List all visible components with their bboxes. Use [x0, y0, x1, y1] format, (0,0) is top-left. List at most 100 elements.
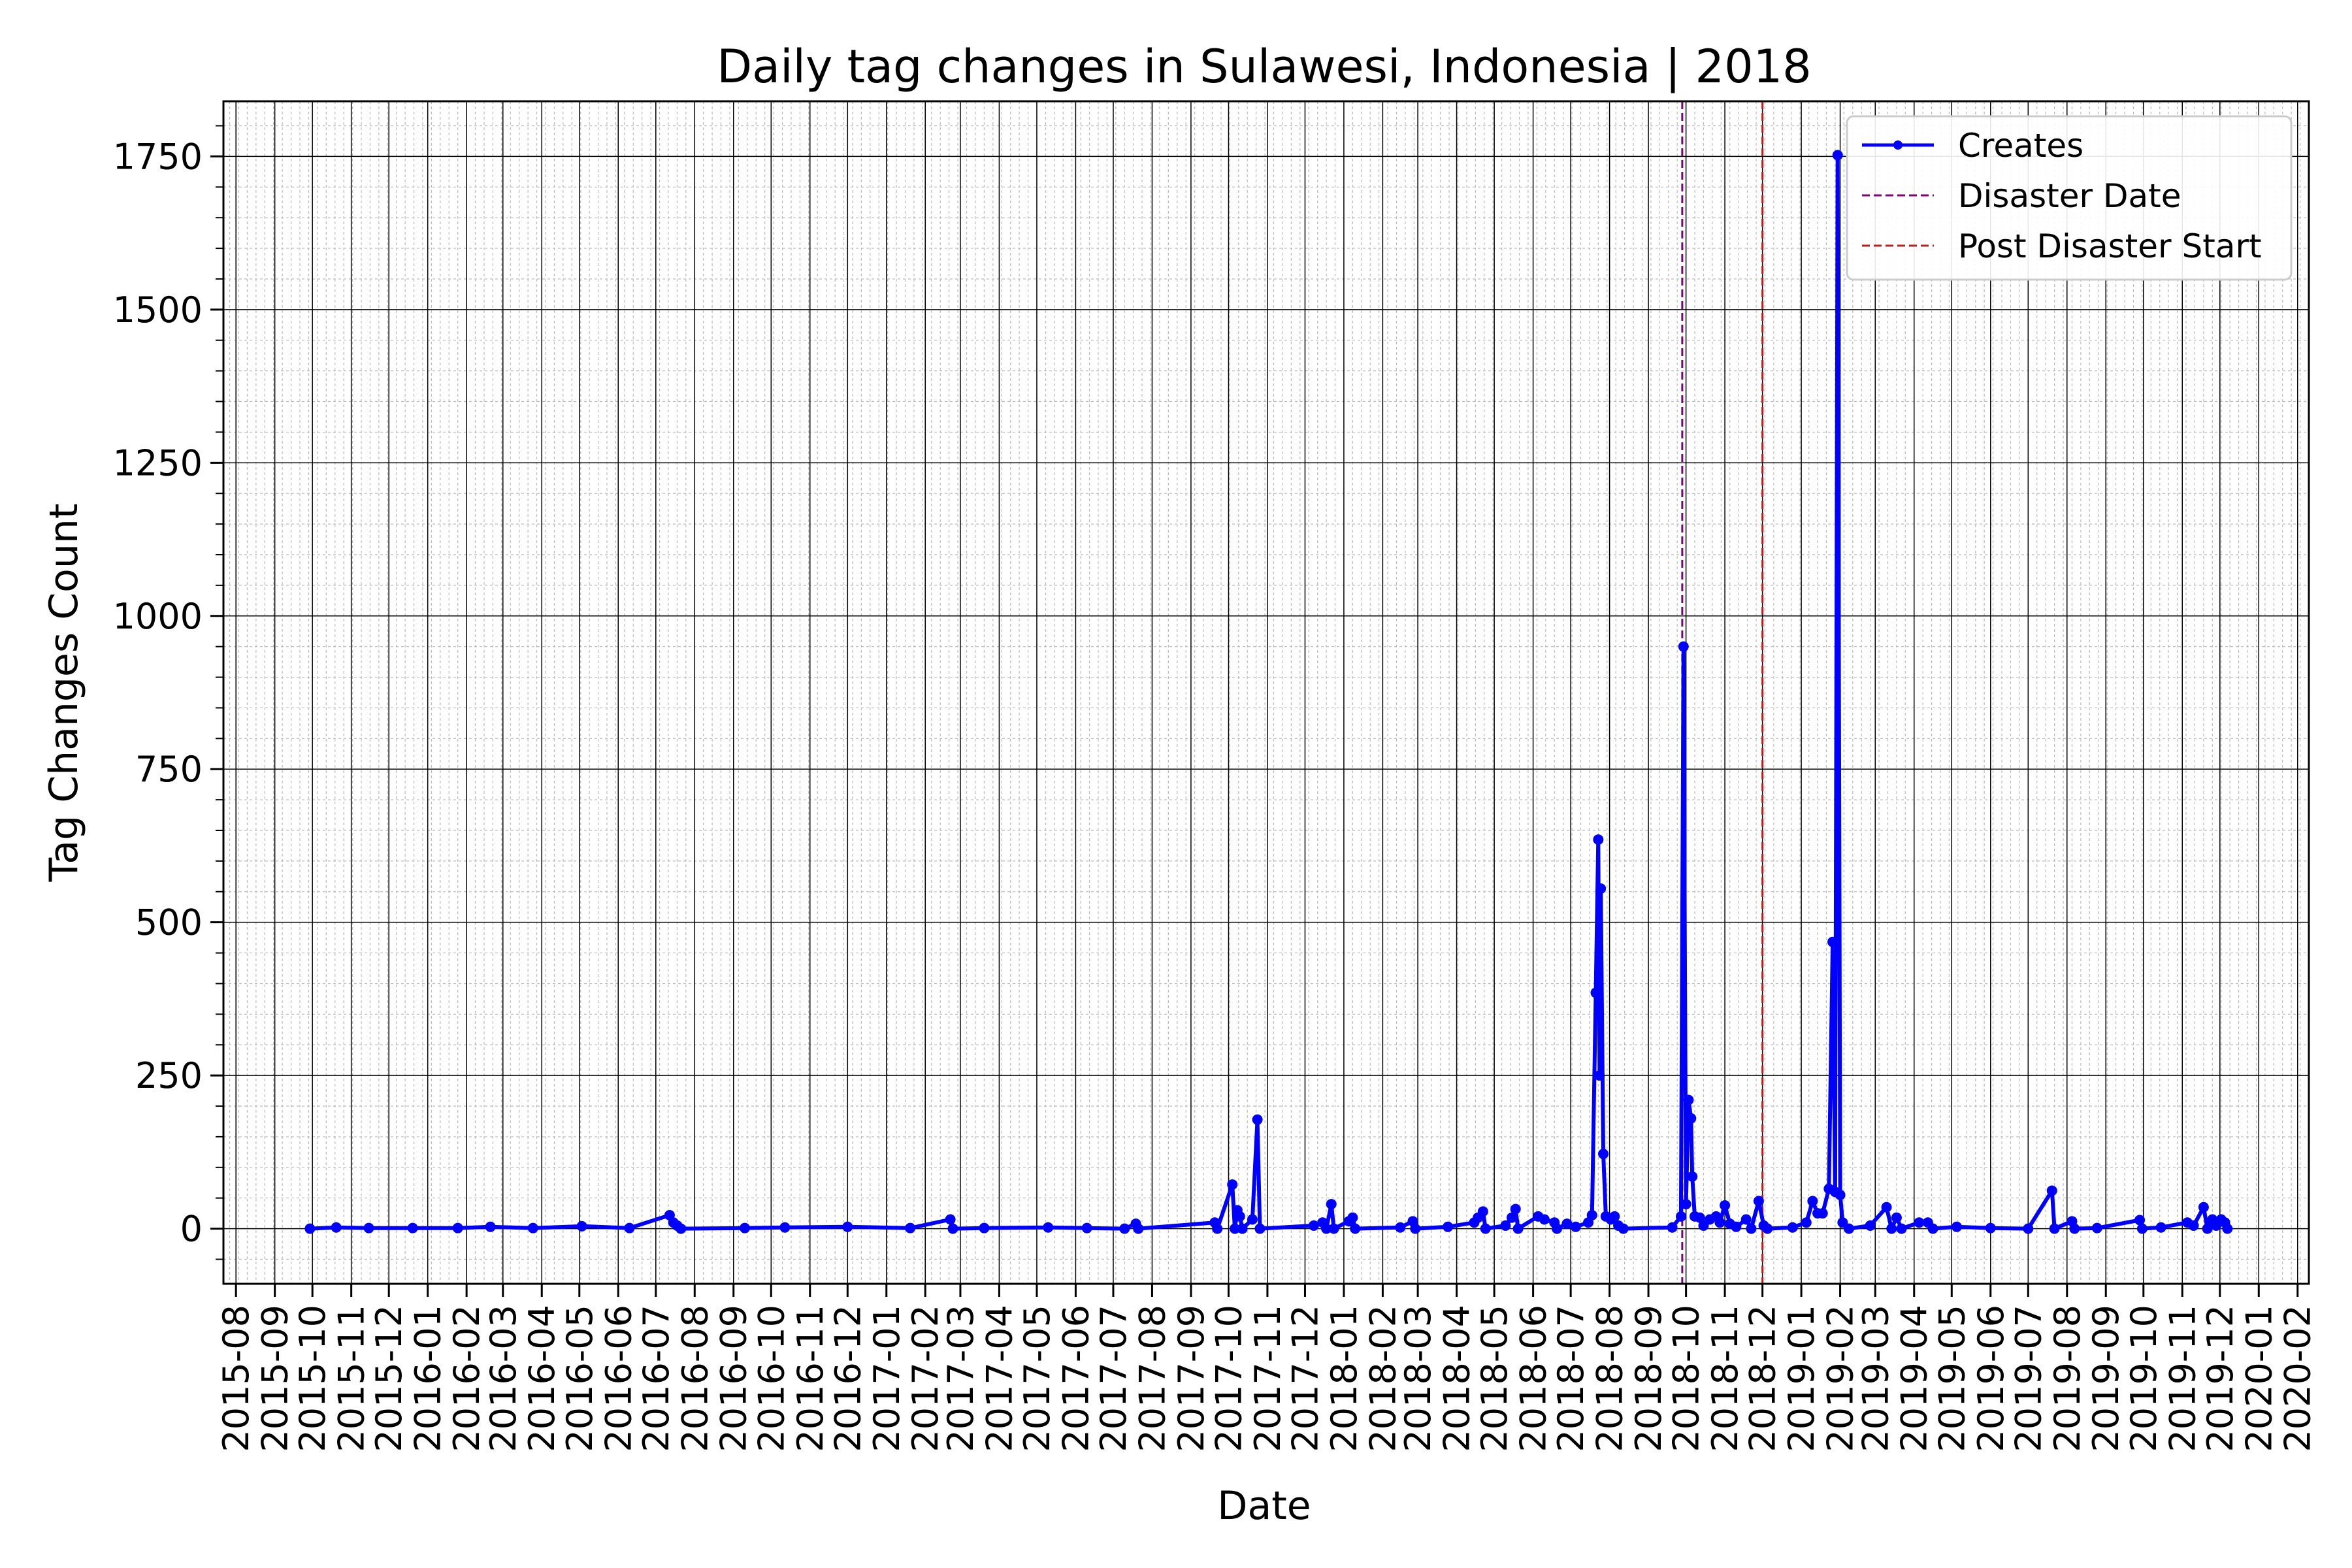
y-tick-label: 250 [135, 1055, 203, 1096]
data-point [1308, 1220, 1319, 1231]
data-point [1801, 1217, 1812, 1228]
x-tick-label: 2019-09 [2085, 1305, 2127, 1452]
data-point [1985, 1222, 1996, 1233]
x-tick-label: 2016-06 [598, 1305, 639, 1452]
x-tick-label: 2015-09 [255, 1305, 296, 1452]
data-point [304, 1223, 316, 1234]
y-tick-label: 1000 [113, 596, 203, 637]
data-point [2069, 1223, 2080, 1234]
data-point [1477, 1206, 1488, 1217]
y-axis-label: Tag Changes Count [41, 504, 87, 883]
data-point [1687, 1171, 1698, 1182]
x-tick-label: 2016-08 [674, 1305, 715, 1452]
data-point [2188, 1220, 2199, 1231]
x-tick-label: 2016-01 [408, 1305, 449, 1452]
data-point [842, 1221, 853, 1232]
data-point [1133, 1223, 1144, 1234]
x-tick-label: 2016-09 [713, 1305, 755, 1452]
x-tick-label: 2018-03 [1397, 1305, 1439, 1452]
data-point [1247, 1214, 1258, 1225]
data-point [1590, 987, 1601, 998]
x-tick-label: 2019-03 [1855, 1305, 1896, 1452]
x-tick-label: 2019-04 [1894, 1305, 1935, 1452]
data-point [1328, 1223, 1339, 1234]
data-point [1506, 1212, 1517, 1223]
data-point [624, 1222, 635, 1233]
x-tick-label: 2018-04 [1437, 1305, 1478, 1452]
x-tick-label: 2015-12 [368, 1305, 410, 1452]
data-point [1843, 1223, 1854, 1234]
y-tick-label: 1750 [113, 136, 203, 177]
data-point [1350, 1223, 1361, 1234]
data-point [1595, 883, 1607, 894]
data-point [1586, 1209, 1597, 1220]
data-point [485, 1221, 496, 1232]
data-point [1881, 1201, 1892, 1213]
data-point [947, 1223, 958, 1234]
data-point [1891, 1212, 1902, 1223]
data-point [527, 1222, 538, 1233]
data-point [2049, 1223, 2060, 1234]
x-tick-label: 2016-07 [636, 1305, 677, 1452]
x-tick-label: 2018-11 [1705, 1305, 1746, 1452]
x-axis: 2015-082015-092015-102015-112015-122016-… [216, 1284, 2319, 1452]
data-point [1680, 1199, 1691, 1210]
data-point [1480, 1223, 1491, 1234]
x-tick-label: 2017-03 [940, 1305, 981, 1452]
x-tick-label: 2017-09 [1171, 1305, 1212, 1452]
x-tick-label: 2019-07 [2008, 1305, 2049, 1452]
x-tick-label: 2015-11 [331, 1305, 372, 1452]
data-point [1081, 1222, 1092, 1233]
data-point [1731, 1221, 1742, 1232]
data-point [945, 1214, 956, 1225]
x-tick-label: 2017-12 [1284, 1305, 1326, 1452]
x-tick-label: 2017-07 [1093, 1305, 1134, 1452]
data-point [779, 1222, 791, 1233]
data-point [2155, 1222, 2166, 1233]
data-point [1746, 1223, 1757, 1234]
x-tick-label: 2017-11 [1247, 1305, 1288, 1452]
legend-disaster-date-label: Disaster Date [1958, 177, 2181, 215]
x-tick-label: 2015-08 [216, 1305, 257, 1452]
data-point [1951, 1221, 1962, 1232]
data-point [1740, 1214, 1752, 1225]
data-point [1237, 1223, 1248, 1234]
minor-grid [223, 101, 2310, 1284]
x-tick-label: 2018-07 [1550, 1305, 1592, 1452]
x-tick-label: 2016-05 [559, 1305, 600, 1452]
x-tick-label: 2015-10 [292, 1305, 333, 1452]
x-tick-label: 2018-09 [1628, 1305, 1669, 1452]
data-point [1714, 1217, 1725, 1228]
data-point [2202, 1223, 2213, 1234]
x-tick-label: 2018-08 [1590, 1305, 1631, 1452]
data-point [1510, 1203, 1521, 1215]
data-point [2046, 1185, 2057, 1196]
data-point [2134, 1215, 2146, 1226]
data-point [2198, 1201, 2209, 1213]
x-tick-label: 2016-02 [446, 1305, 487, 1452]
legend-creates-label: Creates [1958, 127, 2083, 165]
x-tick-label: 2018-02 [1362, 1305, 1403, 1452]
data-point [1512, 1223, 1524, 1234]
major-grid [223, 101, 2309, 1284]
data-point [1609, 1211, 1620, 1222]
data-point [1539, 1214, 1550, 1225]
x-tick-label: 2020-01 [2238, 1305, 2279, 1452]
legend-creates-marker [1893, 140, 1903, 150]
x-tick-label: 2019-05 [1931, 1305, 1972, 1452]
data-point [1593, 834, 1604, 845]
data-point [1886, 1223, 1897, 1234]
x-tick-label: 2018-06 [1513, 1305, 1554, 1452]
data-point [1321, 1223, 1332, 1234]
x-tick-label: 2017-01 [866, 1305, 907, 1452]
x-tick-label: 2016-04 [521, 1305, 563, 1452]
data-point [1552, 1223, 1563, 1234]
legend-box [1846, 115, 2293, 281]
data-point [1618, 1223, 1629, 1234]
data-point [1683, 1094, 1694, 1105]
data-point [576, 1220, 587, 1232]
data-point [1686, 1113, 1697, 1124]
x-tick-label: 2016-12 [827, 1305, 868, 1452]
x-tick-label: 2019-11 [2162, 1305, 2203, 1452]
